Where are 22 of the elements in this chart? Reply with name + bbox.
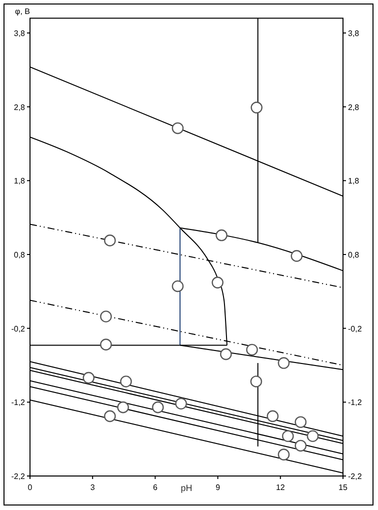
y-tick-label: -1,2 [11, 398, 26, 408]
y-tick-label: 0,8 [14, 250, 26, 260]
x-tick-label: 0 [28, 483, 33, 492]
x-tick-label: 15 [338, 483, 348, 492]
y2-tick-label: 3,8 [348, 28, 360, 38]
y2-tick-label: 2,8 [348, 102, 360, 112]
y-tick-label: 3,8 [14, 28, 26, 38]
x-axis-title: pH [180, 483, 192, 493]
x-tick-label: 3 [90, 483, 96, 492]
x-tick-label: 9 [216, 483, 221, 492]
y2-tick-label: 1,8 [348, 176, 360, 186]
y-tick-label: -0,2 [11, 324, 26, 334]
y-tick-label: 2,8 [14, 102, 26, 112]
y2-tick-label: -0,2 [348, 324, 362, 334]
x-tick-label: 12 [276, 483, 286, 492]
y2-tick-label: 0,8 [348, 250, 360, 260]
x-tick-label: 6 [152, 483, 158, 492]
y-axis-title: φ, В [15, 7, 30, 16]
y-tick-label: 1,8 [14, 176, 26, 186]
y-tick-label: -2,2 [11, 472, 26, 481]
y2-tick-label: -2,2 [348, 472, 362, 481]
y2-tick-label: -1,2 [348, 398, 362, 408]
